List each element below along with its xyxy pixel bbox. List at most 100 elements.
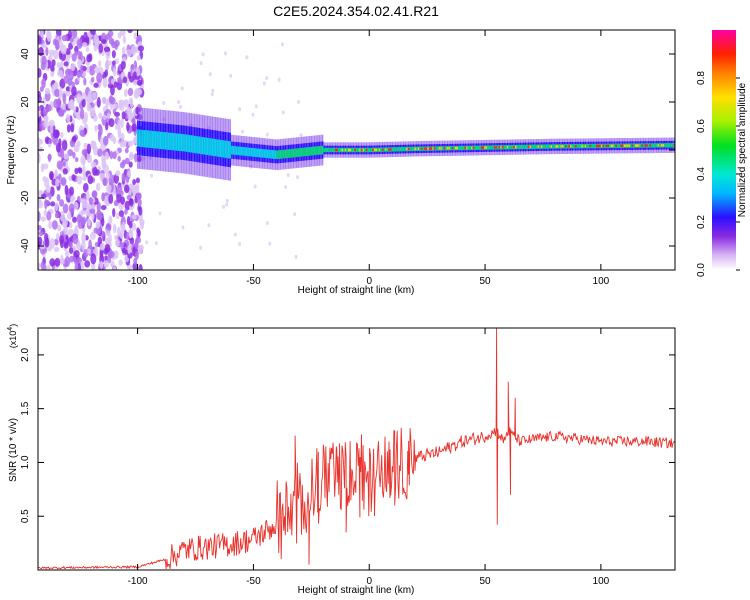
heatmap-ridge-core (639, 143, 642, 148)
heatmap-ridge-peak (336, 148, 339, 152)
heatmap-ridge-core (219, 139, 222, 158)
heatmap-ridge-core (253, 148, 256, 157)
heatmap-noise-cell (129, 153, 136, 160)
heatmap-ridge-core (229, 141, 231, 159)
heatmap-noise-cell (108, 233, 112, 244)
heatmap-ridge-core (307, 147, 309, 156)
heatmap-faint-cell (229, 73, 233, 78)
heatmap-ridge-core (419, 146, 421, 151)
heatmap-noise-cell (93, 44, 98, 52)
heatmap-ridge-core (146, 130, 149, 148)
heatmap-ridge-core (511, 144, 514, 150)
heatmap-noise-cell (48, 49, 55, 56)
heatmap-noise-cell (135, 177, 140, 184)
heatmap-faint-cell (296, 175, 300, 180)
heatmap-noise-cell (132, 178, 137, 186)
heatmap-ridge-core (312, 146, 314, 156)
heatmap-noise-cell (137, 198, 142, 207)
heatmap-ridge-core (320, 145, 322, 155)
heatmap-ridge-core (659, 143, 661, 148)
heatmap-ridge-peak (484, 146, 486, 149)
heatmap-noise-cell (41, 55, 47, 65)
heatmap-ridge-core (591, 143, 593, 149)
heatmap-ridge-core (281, 149, 283, 159)
heatmap-ridge-peak (417, 147, 420, 150)
heatmap-ridge-core (380, 147, 382, 152)
heatmap-noise-cell (103, 46, 110, 53)
heatmap-ridge-core (367, 147, 369, 153)
heatmap-ridge-peak (425, 147, 428, 150)
heatmap-ridge-core (185, 134, 188, 152)
heatmap-faint-cell (268, 241, 272, 246)
heatmap-noise-cell (62, 217, 68, 228)
heatmap-noise-cell (101, 192, 105, 202)
heatmap-noise-cell (124, 208, 128, 215)
heatmap-noise-cell (112, 136, 117, 145)
heatmap-ridge-core (475, 145, 478, 150)
heatmap-noise-cell (114, 42, 118, 51)
heatmap-ridge-core (188, 135, 191, 153)
heatmap-noise-cell (128, 161, 133, 168)
heatmap-ridge-core (184, 134, 186, 152)
heatmap-ridge-peak (365, 148, 368, 152)
heatmap-ridge-peak (537, 145, 540, 148)
heatmap-ridge-core (409, 146, 411, 152)
heatmap-ridge-peak (344, 148, 347, 152)
heatmap-noise-cell (112, 208, 116, 218)
heatmap-ridge-peak (595, 144, 598, 148)
heatmap-ridge-core (508, 145, 510, 150)
heatmap-noise-cell (59, 234, 64, 245)
heatmap-ridge-peak (605, 144, 608, 148)
heatmap-noise-cell (125, 231, 130, 240)
heatmap-noise-cell (121, 46, 126, 55)
colorbar-tick-label: 0.4 (696, 167, 707, 181)
heatmap-ridge-core (479, 145, 481, 150)
heatmap-ridge-peak (514, 145, 517, 149)
heatmap-ridge-core (453, 145, 455, 151)
heatmap-noise-cell (119, 140, 126, 148)
heatmap-noise-cell (90, 76, 95, 83)
heatmap-noise-cell (105, 33, 111, 40)
heatmap-faint-cell (162, 101, 166, 106)
heatmap-ridge-core (545, 144, 548, 149)
heatmap-noise-cell (86, 66, 90, 73)
heatmap-faint-cell (238, 241, 242, 246)
heatmap-ridge-core (459, 145, 462, 151)
heatmap-noise-cell (117, 132, 122, 139)
heatmap-noise-cell (71, 53, 77, 62)
colorbar-tick-label: 0.0 (696, 263, 707, 277)
heatmap-noise-cell (98, 112, 103, 119)
heatmap-noise-cell (91, 190, 97, 198)
heatmap-ridge-core (174, 133, 176, 151)
heatmap-noise-cell (100, 204, 107, 211)
heatmap-noise-cell (52, 129, 59, 139)
heatmap-ridge-core (261, 149, 264, 158)
heatmap-ridge-core (266, 149, 269, 159)
heatmap-noise-cell (81, 98, 86, 108)
heatmap-noise-cell (65, 86, 71, 92)
heatmap-noise-cell (128, 140, 134, 147)
heatmap-ridge-core (655, 143, 658, 148)
heatmap-ridge-core (247, 147, 249, 157)
heatmap-ridge-peak (359, 148, 361, 152)
heatmap-noise-cell (40, 261, 45, 270)
heatmap-ridge-core (297, 148, 300, 157)
heatmap-noise-cell (49, 258, 56, 267)
y-tick-label: -40 (20, 238, 31, 253)
heatmap-ridge-core (338, 147, 340, 153)
heatmap-ridge-peak (612, 144, 614, 148)
heatmap-ridge-core (227, 141, 230, 159)
heatmap-ridge-core (286, 149, 288, 159)
heatmap-noise-cell (81, 165, 86, 177)
heatmap-noise-layer (38, 30, 306, 270)
heatmap-ridge-core (187, 134, 189, 153)
heatmap-ridge-peak (607, 144, 609, 148)
heatmap-noise-cell (93, 34, 99, 46)
heatmap-noise-cell (134, 251, 139, 260)
heatmap-ridge-core (140, 129, 142, 147)
heatmap-noise-cell (111, 50, 116, 59)
heatmap-ridge-peak (561, 145, 564, 148)
heatmap-noise-cell (80, 260, 85, 270)
heatmap-noise-cell (70, 64, 76, 71)
heatmap-noise-cell (117, 32, 122, 39)
